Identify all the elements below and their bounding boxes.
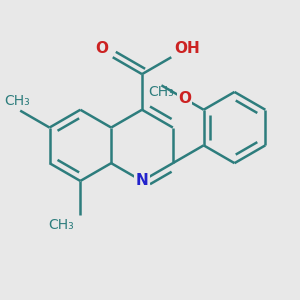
Text: OH: OH <box>174 41 200 56</box>
Text: CH₃: CH₃ <box>148 85 174 99</box>
Text: O: O <box>178 91 191 106</box>
Text: CH₃: CH₃ <box>48 218 74 232</box>
Text: N: N <box>136 173 148 188</box>
Text: CH₃: CH₃ <box>4 94 30 107</box>
Text: O: O <box>95 41 108 56</box>
